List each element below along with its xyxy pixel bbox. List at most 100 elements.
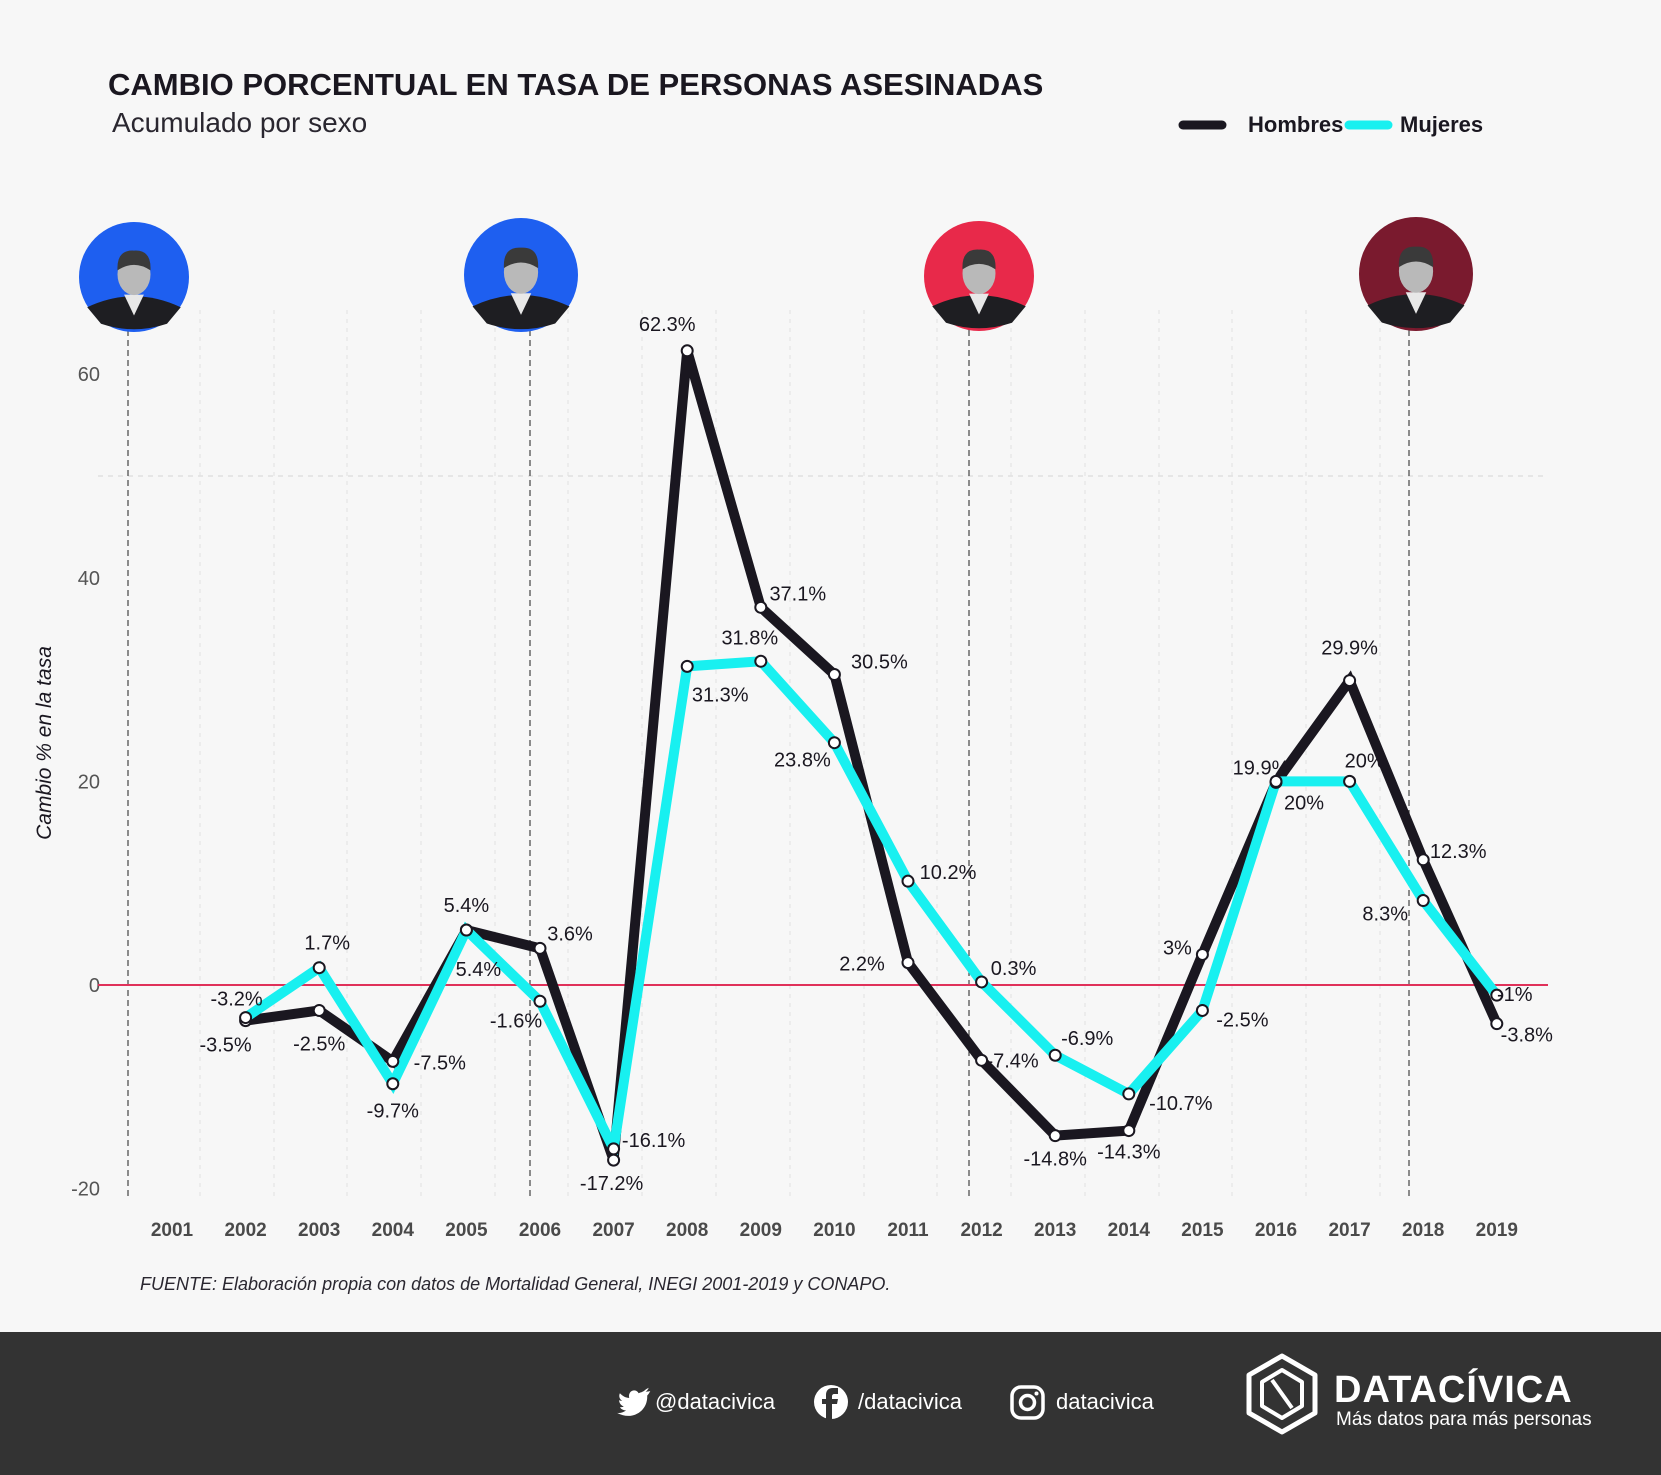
portrait-2001 (79, 222, 189, 332)
point-hombres-2007 (607, 1153, 621, 1167)
twitter-handle[interactable]: @datacivica (655, 1389, 776, 1414)
source-note: FUENTE: Elaboración propia con datos de … (140, 1274, 890, 1294)
chart-title: CAMBIO PORCENTUAL EN TASA DE PERSONAS AS… (108, 67, 1043, 102)
series-line-mujeres (242, 656, 1501, 1166)
x-tick-label: 2011 (887, 1220, 929, 1241)
term-portraits (79, 217, 1473, 332)
label-hombres-2013: -14.8% (1024, 1149, 1088, 1171)
point-hombres-2012 (975, 1053, 989, 1067)
point-hombres-2003 (312, 1003, 326, 1017)
point-mujeres-2008 (680, 659, 694, 673)
point-mujeres-2003 (312, 961, 326, 975)
label-mujeres-2010: 23.8% (774, 750, 831, 772)
x-tick-label: 2004 (372, 1220, 415, 1241)
point-mujeres-2018 (1416, 894, 1430, 908)
label-mujeres-2018: 8.3% (1362, 904, 1408, 926)
y-axis-ticks: 60 40 20 0 -20 (71, 364, 100, 1200)
label-mujeres-2013: -6.9% (1061, 1028, 1113, 1050)
point-mujeres-2006 (533, 994, 547, 1008)
x-tick-label: 2014 (1108, 1220, 1151, 1241)
y-tick-label: 60 (78, 364, 100, 386)
label-mujeres-2008: 31.3% (692, 684, 749, 706)
label-mujeres-2006: -1.6% (490, 1010, 542, 1032)
label-mujeres-2004: -9.7% (367, 1101, 419, 1123)
point-mujeres-2016 (1269, 774, 1283, 788)
label-mujeres-2003: 1.7% (304, 933, 350, 955)
x-tick-label: 2006 (519, 1220, 561, 1241)
label-hombres-2006: 3.6% (547, 923, 593, 945)
point-hombres-2011 (901, 956, 915, 970)
point-hombres-2018 (1416, 853, 1430, 867)
point-mujeres-2011 (901, 874, 915, 888)
point-hombres-2019 (1490, 1017, 1504, 1031)
y-tick-label: -20 (71, 1179, 100, 1201)
label-hombres-2005: 5.4% (444, 895, 490, 917)
label-mujeres-2009: 31.8% (721, 627, 778, 649)
label-mujeres-2002: -3.2% (210, 989, 262, 1011)
x-axis-ticks: 2001 2002 2003 2004 2005 2006 2007 2008 2009 2010… (151, 1220, 1518, 1241)
series-line-hombres (244, 349, 1502, 1162)
label-hombres-2014: -14.3% (1097, 1142, 1161, 1164)
point-mujeres-2010 (827, 736, 841, 750)
y-tick-label: 0 (89, 975, 100, 997)
label-mujeres-2019: -1% (1497, 984, 1533, 1006)
x-tick-label: 2013 (1034, 1220, 1076, 1241)
point-mujeres-2002 (239, 1011, 253, 1025)
point-hombres-2008 (680, 344, 694, 358)
label-mujeres-2015: -2.5% (1216, 1009, 1268, 1031)
x-tick-label: 2007 (592, 1220, 634, 1241)
point-mujeres-2017 (1343, 774, 1357, 788)
term-marker-lines (127, 290, 1410, 1200)
label-mujeres-2014: -10.7% (1149, 1093, 1213, 1115)
x-tick-label: 2017 (1328, 1220, 1370, 1241)
x-tick-label: 2018 (1402, 1220, 1444, 1241)
facebook-handle[interactable]: /datacivica (858, 1389, 963, 1414)
facebook-icon[interactable] (814, 1385, 848, 1419)
portrait-2006 (464, 218, 578, 332)
x-tick-label: 2002 (224, 1220, 266, 1241)
point-hombres-2013 (1048, 1129, 1062, 1143)
x-tick-label: 2010 (813, 1220, 855, 1241)
y-tick-label: 40 (78, 568, 100, 590)
point-hombres-2006 (533, 941, 547, 955)
label-hombres-2003: -2.5% (293, 1033, 345, 1055)
label-hombres-2012: -7.4% (986, 1050, 1038, 1072)
label-mujeres-2005: 5.4% (456, 959, 502, 981)
data-points (239, 344, 1504, 1167)
x-tick-label: 2016 (1255, 1220, 1297, 1241)
y-tick-label: 20 (78, 771, 100, 793)
data-labels: -3.5% -2.5% -7.5% 5.4% 3.6% -17.2% 62.3% 37.1% 3… (199, 314, 1553, 1195)
label-hombres-2015: 3% (1163, 937, 1192, 959)
x-tick-label: 2009 (740, 1220, 782, 1241)
series-lines (242, 349, 1502, 1166)
point-mujeres-2007 (607, 1142, 621, 1156)
label-mujeres-2007: -16.1% (622, 1130, 686, 1152)
datacivica-logo-icon (1246, 1353, 1318, 1435)
point-mujeres-2014 (1122, 1087, 1136, 1101)
x-tick-label: 2001 (151, 1220, 194, 1241)
brand-tagline: Más datos para más personas (1336, 1409, 1592, 1430)
point-hombres-2014 (1122, 1124, 1136, 1138)
label-mujeres-2012: 0.3% (991, 958, 1037, 980)
instagram-handle[interactable]: datacivica (1056, 1389, 1155, 1414)
portrait-2012 (924, 221, 1034, 331)
legend-label-hombres: Hombres (1248, 112, 1343, 137)
point-hombres-2010 (827, 668, 841, 682)
label-hombres-2010: 30.5% (851, 652, 908, 674)
point-mujeres-2004 (386, 1077, 400, 1091)
label-hombres-2002: -3.5% (199, 1035, 251, 1057)
point-mujeres-2019 (1490, 988, 1504, 1002)
label-mujeres-2017: 20% (1345, 750, 1385, 772)
portrait-2018 (1359, 217, 1473, 331)
twitter-icon[interactable] (616, 1387, 651, 1416)
instagram-icon[interactable] (1010, 1385, 1045, 1420)
point-hombres-2017 (1343, 674, 1357, 688)
label-mujeres-2016: 20% (1284, 792, 1324, 814)
label-hombres-2018: 12.3% (1430, 841, 1487, 863)
chart-subtitle: Acumulado por sexo (112, 107, 367, 138)
legend-label-mujeres: Mujeres (1400, 112, 1483, 137)
point-hombres-2015 (1195, 947, 1209, 961)
point-mujeres-2005 (459, 923, 473, 937)
label-hombres-2016: 19.9% (1233, 757, 1290, 779)
